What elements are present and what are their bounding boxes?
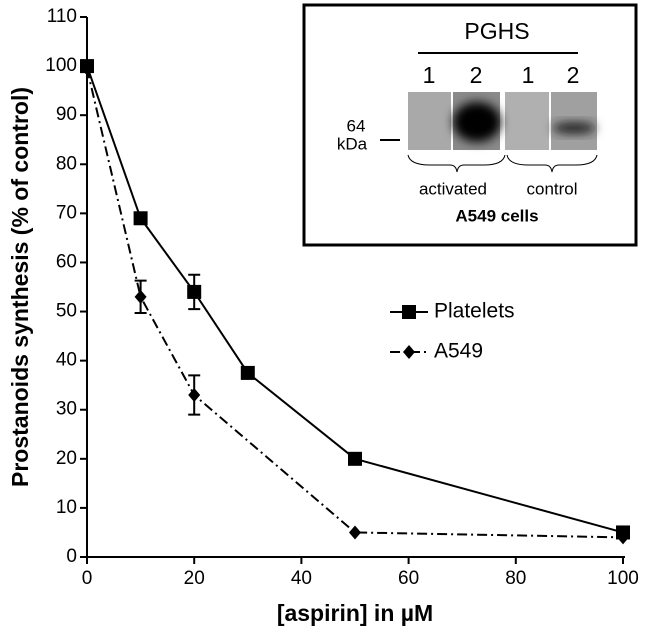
blot-band <box>453 102 501 142</box>
blot-lane <box>408 92 451 150</box>
y-tick-label: 90 <box>56 104 77 125</box>
marker <box>81 61 93 76</box>
x-tick-label: 80 <box>505 568 526 589</box>
inset: PGHS 1 2 1 2 64 kDa activated control A5… <box>302 3 638 247</box>
blot-lane <box>505 92 549 150</box>
marker <box>133 211 148 226</box>
inset-caption: A549 cells <box>455 206 538 225</box>
x-tick-label: 40 <box>291 568 312 589</box>
lane-label: 2 <box>470 62 483 88</box>
group-label: control <box>526 179 577 198</box>
y-tick-label: 40 <box>56 350 77 371</box>
legend-label: A549 <box>434 340 483 363</box>
y-tick-label: 0 <box>66 546 77 567</box>
lane-label: 1 <box>522 62 535 88</box>
legend-marker <box>402 305 416 319</box>
marker-value: 64 <box>347 116 366 135</box>
lane-label: 2 <box>567 62 580 88</box>
legend-label: Platelets <box>434 300 515 323</box>
marker <box>187 284 202 299</box>
x-tick-label: 20 <box>184 568 205 589</box>
marker <box>240 365 255 380</box>
x-tick-label: 60 <box>398 568 419 589</box>
brace <box>506 154 598 173</box>
series-line <box>86 65 624 534</box>
marker <box>349 525 361 540</box>
group-label: activated <box>419 179 487 198</box>
legend-marker <box>403 345 415 359</box>
y-tick-label: 60 <box>56 251 77 272</box>
lane-label: 1 <box>423 62 436 88</box>
marker <box>617 530 629 545</box>
brace <box>407 154 506 173</box>
inset-title: PGHS <box>464 18 529 44</box>
y-tick-label: 50 <box>56 301 77 322</box>
marker <box>188 388 201 402</box>
blot-lane <box>551 92 597 150</box>
x-tick-label: 0 <box>82 568 93 589</box>
marker <box>348 451 362 466</box>
marker <box>134 289 147 304</box>
y-tick-label: 20 <box>56 448 77 469</box>
y-axis-label: Prostanoids synthesis (% of control) <box>7 87 33 487</box>
x-tick-label: 100 <box>607 568 639 589</box>
y-tick-label: 110 <box>47 6 77 27</box>
y-tick-label: 100 <box>45 55 77 76</box>
x-axis-label: [aspirin] in µM <box>277 600 433 626</box>
y-tick-label: 70 <box>56 202 77 223</box>
y-tick-label: 10 <box>56 497 77 518</box>
y-tick-label: 80 <box>56 153 77 174</box>
blot-band <box>552 122 596 134</box>
marker-unit: kDa <box>337 134 368 153</box>
y-tick-label: 30 <box>56 399 77 420</box>
